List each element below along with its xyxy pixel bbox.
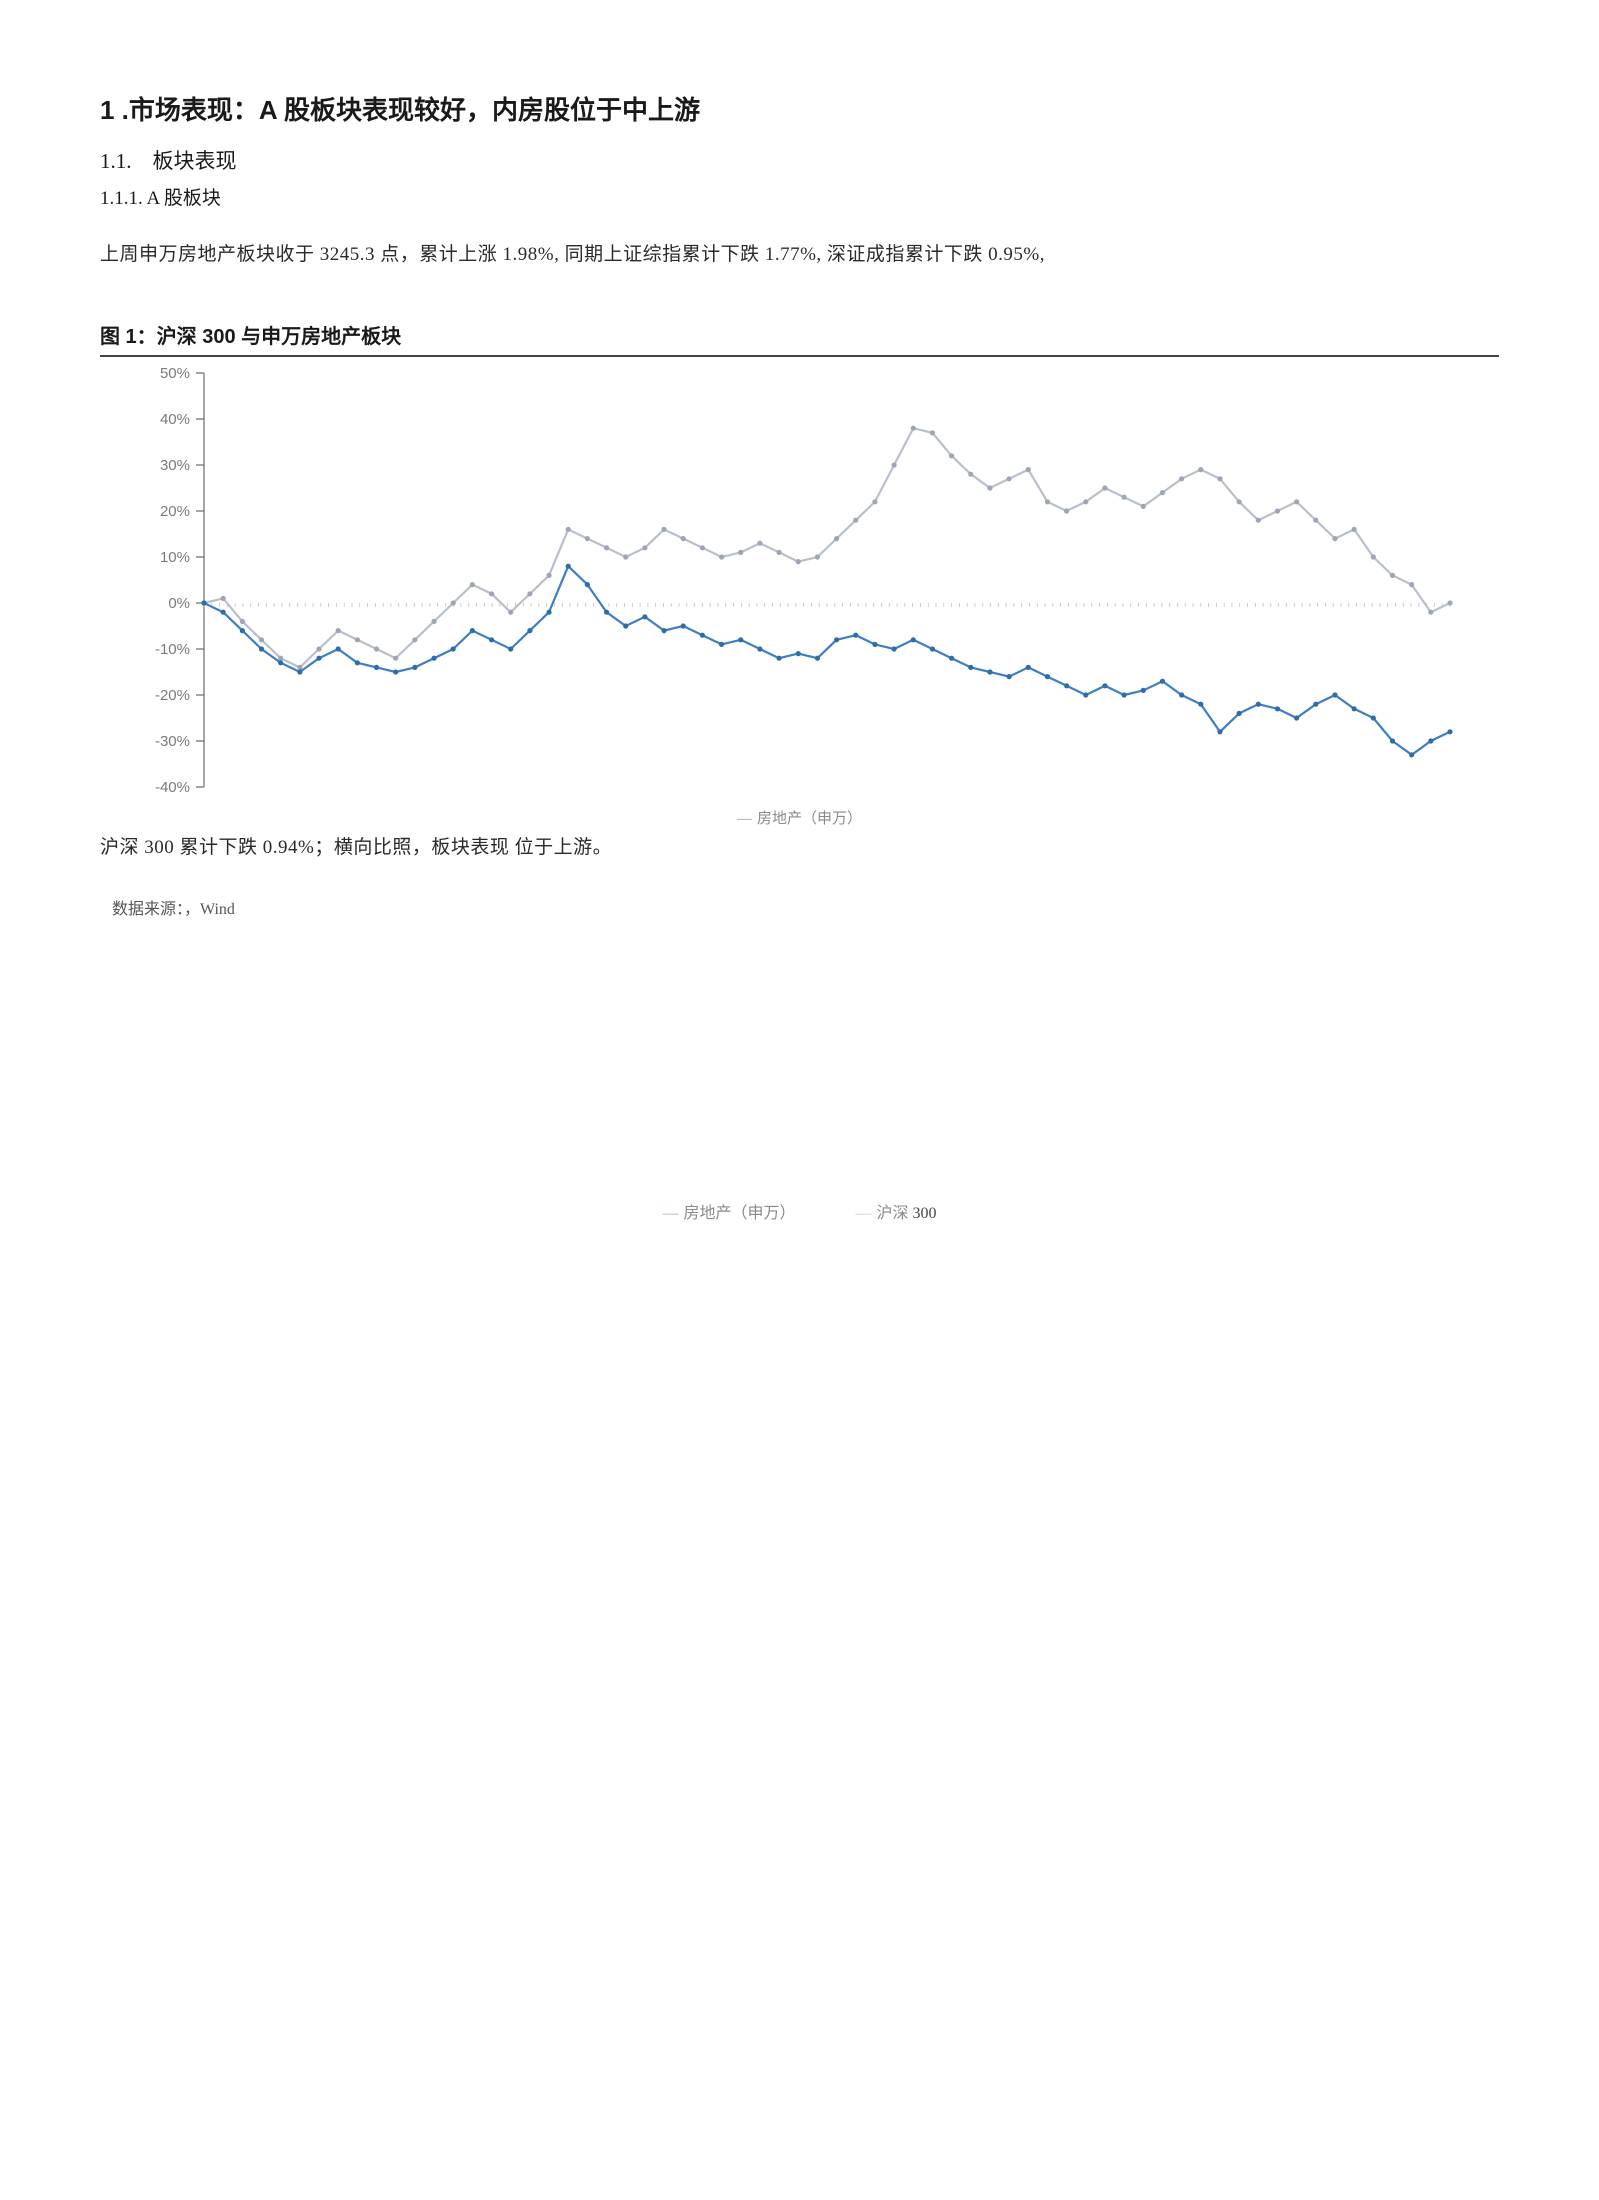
chart-title: 图 1：沪深 300 与申万房地产板块 bbox=[100, 320, 1499, 357]
data-source: 数据来源：，Wind bbox=[112, 895, 1499, 919]
section-heading-1-1: 1.1. 板块表现 bbox=[100, 145, 1499, 175]
svg-text:-30%: -30% bbox=[155, 733, 190, 750]
svg-text:-40%: -40% bbox=[155, 779, 190, 796]
svg-text:40%: 40% bbox=[160, 411, 190, 428]
section-heading-1-1-1: 1.1.1. A 股板块 bbox=[100, 183, 1499, 210]
svg-text:50%: 50% bbox=[160, 365, 190, 382]
chart-figure-1: 50% 40% 30% 20% 10% 0% -10% -20% -30% -40% bbox=[100, 357, 1499, 797]
paragraph-1: 上周申万房地产板块收于 3245.3 点，累计上涨 1.98%, 同期上证综指累… bbox=[100, 238, 1499, 272]
legend-label-realestate: 房地产（申万） bbox=[683, 1205, 795, 1222]
svg-text:10%: 10% bbox=[160, 549, 190, 566]
svg-text:30%: 30% bbox=[160, 457, 190, 474]
svg-text:20%: 20% bbox=[160, 503, 190, 520]
legend-dash-icon: — bbox=[737, 811, 751, 827]
line-chart: 50% 40% 30% 20% 10% 0% -10% -20% -30% -40% bbox=[100, 357, 1470, 797]
chart-legend-bottom: — 房地产（申万） — 沪深 300 bbox=[100, 1199, 1499, 1223]
svg-text:-10%: -10% bbox=[155, 641, 190, 658]
svg-text:0%: 0% bbox=[168, 595, 190, 612]
legend-label-hs300-num: 300 bbox=[913, 1205, 937, 1222]
section-heading-1: 1 .市场表现：A 股板块表现较好，内房股位于中上游 bbox=[100, 90, 1499, 127]
paragraph-after-chart: 沪深 300 累计下跌 0.94%；横向比照，板块表现 位于上游。 bbox=[100, 832, 1499, 859]
legend-label-hs300-prefix: 沪深 bbox=[877, 1205, 913, 1222]
legend-label-realestate-small: 房地产（申万） bbox=[757, 811, 862, 827]
svg-text:-20%: -20% bbox=[155, 687, 190, 704]
legend-dash-blue-icon: — bbox=[662, 1205, 677, 1222]
legend-dash-grey-icon: — bbox=[856, 1205, 871, 1222]
chart-legend-inline: — 房地产（申万） bbox=[100, 807, 1499, 828]
